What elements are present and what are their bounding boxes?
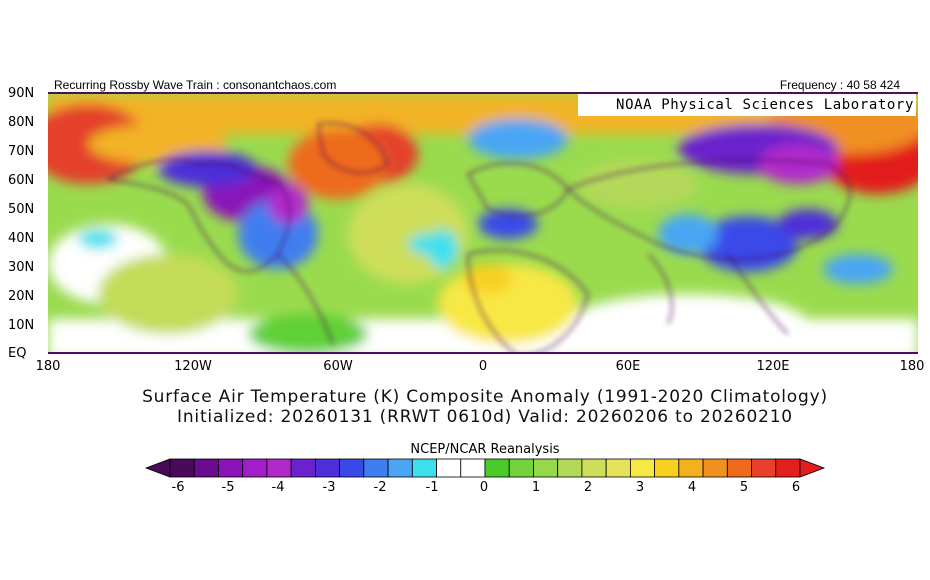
lat-label-eq: EQ: [8, 346, 27, 361]
colorbar-cell: [678, 458, 704, 478]
colorbar-cell: [387, 458, 413, 478]
colorbar-cell: [484, 458, 510, 478]
colorbar-cell: [169, 458, 195, 478]
lon-label-120w: 120W: [174, 359, 212, 374]
colorbar-cell: [605, 458, 631, 478]
colorbar-cell: [775, 458, 801, 478]
colorbar-cell: [726, 458, 752, 478]
colorbar-arrow-low: [144, 458, 171, 478]
lat-label-50n: 50N: [8, 202, 35, 217]
colorbar-arrow-high: [799, 458, 826, 478]
colorbar-tick: 3: [635, 480, 645, 495]
colorbar-tick: -6: [171, 480, 185, 495]
colorbar-cell: [557, 458, 583, 478]
colorbar-tick: 6: [791, 480, 801, 495]
colorbar-tick: -5: [221, 480, 235, 495]
lat-label-20n: 20N: [8, 289, 35, 304]
lon-label-60e: 60E: [615, 359, 641, 374]
colorbar-cell: [266, 458, 292, 478]
colorbar-cell: [581, 458, 607, 478]
lab-label: NOAA Physical Sciences Laboratory: [578, 94, 916, 116]
colorbar-tick: 2: [583, 480, 593, 495]
colorbar-tick: 4: [687, 480, 697, 495]
lon-label-180e: 180: [899, 359, 925, 374]
lat-label-30n: 30N: [8, 260, 35, 275]
colorbar-cell: [508, 458, 534, 478]
colorbar-tick: -3: [322, 480, 336, 495]
colorbar-cell: [290, 458, 316, 478]
map-subtitle: Initialized: 20260131 (RRWT 0610d) Valid…: [177, 407, 793, 427]
map-title: Surface Air Temperature (K) Composite An…: [142, 387, 828, 407]
source-credit: Recurring Rossby Wave Train : consonantc…: [54, 78, 337, 92]
lat-label-60n: 60N: [8, 173, 35, 188]
colorbar-cell: [702, 458, 728, 478]
coastlines: [105, 122, 851, 352]
colorbar-title: NCEP/NCAR Reanalysis: [410, 442, 560, 457]
colorbar-cell: [339, 458, 365, 478]
colorbar-cell: [460, 458, 486, 478]
colorbar-cell: [363, 458, 389, 478]
colorbar-tick: -1: [425, 480, 439, 495]
colorbar-cell: [193, 458, 219, 478]
colorbar-cell: [411, 458, 437, 478]
colorbar-cell: [218, 458, 244, 478]
lat-label-10n: 10N: [8, 318, 35, 333]
colorbar-tick: 0: [479, 480, 489, 495]
colorbar-tick: -4: [271, 480, 285, 495]
colorbar-cell: [242, 458, 268, 478]
colorbar-tick: 1: [531, 480, 541, 495]
lat-label-80n: 80N: [8, 115, 35, 130]
colorbar-cell: [654, 458, 680, 478]
colorbar-cell: [629, 458, 656, 478]
lon-label-180w: 180: [35, 359, 61, 374]
colorbar: [144, 458, 826, 478]
colorbar-cell: [533, 458, 559, 478]
lon-label-120e: 120E: [756, 359, 790, 374]
colorbar-tick: -2: [373, 480, 387, 495]
frequency-label: Frequency : 40 58 424: [779, 78, 900, 92]
colorbar-tick: 5: [739, 480, 749, 495]
colorbar-cell: [436, 458, 462, 478]
lon-label-0: 0: [478, 359, 488, 374]
colorbar-cell: [751, 458, 777, 478]
colorbar-cell: [314, 458, 341, 478]
lat-label-40n: 40N: [8, 231, 35, 246]
map-canvas: [48, 94, 918, 352]
lat-label-70n: 70N: [8, 144, 35, 159]
anomaly-map: [48, 92, 918, 354]
lon-label-60w: 60W: [323, 359, 353, 374]
lat-label-90n: 90N: [8, 86, 35, 101]
